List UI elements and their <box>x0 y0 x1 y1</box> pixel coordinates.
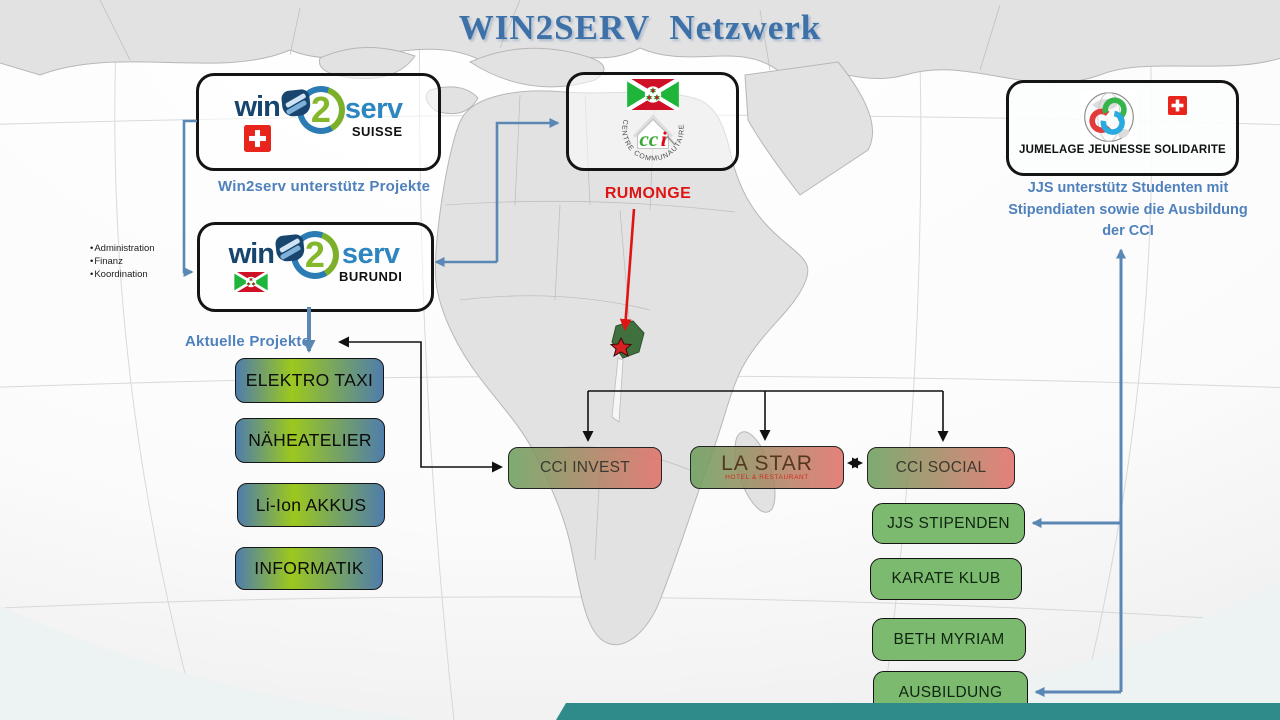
note-jjs-support: JJS unterstütz Studenten mit Stipendiate… <box>996 178 1260 243</box>
lake-tanganyika-shape <box>611 357 624 423</box>
win2serv-logo-serv: serv <box>344 93 403 125</box>
burundi-flag-icon <box>626 79 679 110</box>
switzerland-flag-icon <box>1168 96 1187 115</box>
project-box-cci-invest: CCI INVEST <box>508 447 662 489</box>
la-star-sublabel: HOTEL & RESTAURANT <box>725 474 809 482</box>
project-box-cci-social: CCI SOCIAL <box>867 447 1015 489</box>
project-box-elektro-taxi: ELEKTRO TAXI <box>235 358 384 403</box>
org-box-win2serv-burundi: win <box>197 222 434 312</box>
project-box-liion-akkus: Li-Ion AKKUS <box>237 483 385 527</box>
note-win2serv-projects: Win2serv unterstütz Projekte <box>218 178 431 195</box>
win2serv-logo-2: 2 <box>304 234 325 275</box>
project-box-jjs-stipenden: JJS STIPENDEN <box>872 503 1025 544</box>
project-box-karate-klub: KARATE KLUB <box>870 558 1022 600</box>
list-item: Koordination <box>90 268 200 281</box>
admin-duties-list: Administration Finanz Koordination <box>90 242 200 281</box>
note-jjs-line2: Stipendiaten sowie die Ausbildung <box>1008 201 1248 218</box>
note-aktuelle-projekte: Aktuelle Projekte <box>185 333 311 350</box>
list-item: Finanz <box>90 255 200 268</box>
project-box-informatik: INFORMATIK <box>235 547 383 590</box>
la-star-label: LA STAR <box>721 452 813 476</box>
country-label-burundi: BURUNDI <box>338 269 403 284</box>
win2serv-logo-win: win <box>234 91 280 123</box>
win2serv-logo-2: 2 <box>310 89 331 130</box>
jjs-globe-logo-icon <box>1081 90 1137 146</box>
bottom-accent-bar <box>556 703 1280 720</box>
project-box-la-star: LA STAR HOTEL & RESTAURANT <box>690 446 844 489</box>
cci-logo-cc: cc <box>639 127 658 151</box>
switzerland-flag-icon <box>243 125 271 152</box>
burundi-flag-icon <box>234 272 269 292</box>
win2serv-logo-win: win <box>228 238 275 270</box>
win2serv-logo-serv: serv <box>341 238 400 270</box>
country-label-suisse: SUISSE <box>351 124 403 139</box>
jjs-name-label: JUMELAGE JEUNESSE SOLIDARITE <box>1019 144 1226 156</box>
project-box-naeheatelier: NÄHEATELIER <box>235 418 385 463</box>
rumonge-label: RUMONGE <box>604 185 692 202</box>
org-box-cci: CENTRE COMMUNAUTAIRE ITEBA cc i <box>566 72 739 171</box>
diagram-title: WIN2SERV Netzwerk <box>458 8 822 47</box>
org-box-win2serv-suisse: win 2 serv SUISSE <box>196 73 441 171</box>
list-item: Administration <box>90 242 200 255</box>
project-box-beth-myriam: BETH MYRIAM <box>872 618 1026 661</box>
org-box-jjs: JUMELAGE JEUNESSE SOLIDARITE <box>1006 80 1239 176</box>
note-jjs-line3: der CCI <box>1102 223 1154 239</box>
cci-logo-i: i <box>660 127 666 151</box>
note-jjs-line1: JJS unterstütz Studenten mit <box>1027 180 1229 196</box>
